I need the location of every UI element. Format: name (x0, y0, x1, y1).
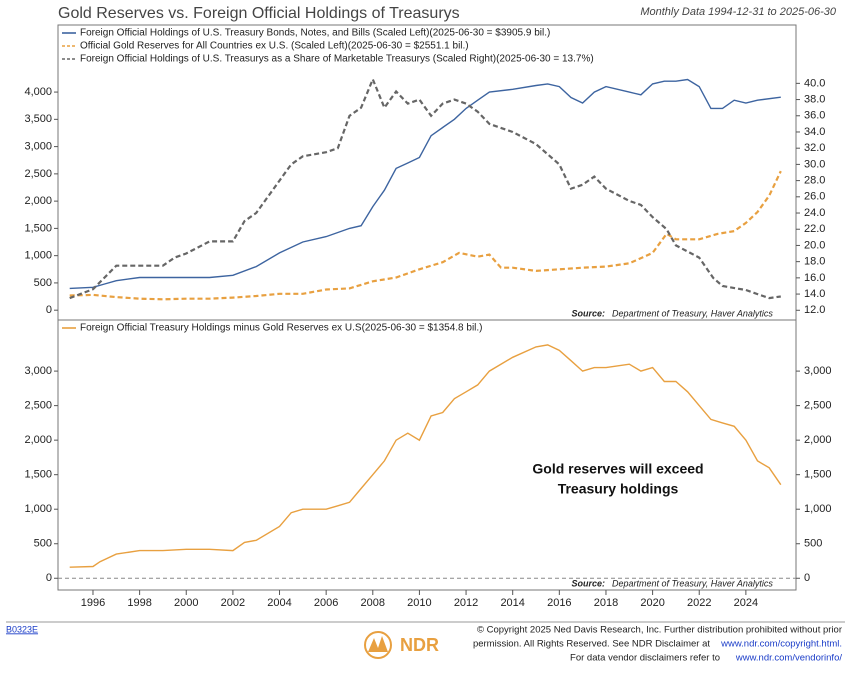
y2-tick-label: 12.0 (804, 304, 825, 316)
chart-title: Gold Reserves vs. Foreign Official Holdi… (58, 5, 460, 22)
y2-tick-label: 2,500 (804, 400, 832, 412)
vendor-line: For data vendor disclaimers refer to (570, 653, 720, 664)
y2-tick-label: 3,000 (804, 365, 832, 377)
legend-label: Official Gold Reserves for All Countries… (80, 41, 469, 52)
y2-tick-label: 28.0 (804, 175, 825, 187)
x-tick-label: 2000 (174, 597, 198, 609)
y2-tick-label: 36.0 (804, 110, 825, 122)
y2-tick-label: 18.0 (804, 256, 825, 268)
x-tick-label: 2012 (454, 597, 478, 609)
x-tick-label: 2006 (314, 597, 338, 609)
x-tick-label: 2022 (687, 597, 711, 609)
y-tick-label: 1,500 (24, 469, 52, 481)
x-tick-label: 1996 (81, 597, 105, 609)
y-tick-label: 500 (34, 538, 52, 550)
source-label: Source: (571, 308, 605, 318)
series-line (69, 344, 782, 568)
y-tick-label: 0 (46, 572, 52, 584)
x-tick-label: 1998 (127, 597, 151, 609)
x-tick-label: 2002 (221, 597, 245, 609)
series-line (69, 78, 781, 290)
y2-tick-label: 24.0 (804, 207, 825, 219)
y2-tick-label: 32.0 (804, 142, 825, 154)
y-tick-label: 2,500 (24, 168, 52, 180)
source: Department of Treasury, Haver Analytics (612, 308, 773, 318)
y2-tick-label: 0 (804, 572, 810, 584)
x-tick-label: 2024 (734, 597, 758, 609)
x-tick-label: 2008 (361, 597, 385, 609)
y-tick-label: 500 (34, 277, 52, 289)
y-tick-label: 0 (46, 304, 52, 316)
y2-tick-label: 1,500 (804, 469, 832, 481)
vendor-link[interactable]: www.ndr.com/vendorinfo/ (735, 653, 842, 664)
series-line (69, 170, 782, 301)
y2-tick-label: 30.0 (804, 158, 825, 170)
y-tick-label: 3,500 (24, 113, 52, 125)
annotation: Treasury holdings (558, 481, 679, 497)
brand: NDR (400, 635, 439, 655)
legend-label: Foreign Official Holdings of U.S. Treasu… (80, 54, 594, 65)
y2-tick-label: 20.0 (804, 239, 825, 251)
copyright-link[interactable]: www.ndr.com/copyright.html. (720, 639, 842, 650)
y-tick-label: 1,000 (24, 250, 52, 262)
y-tick-label: 2,000 (24, 195, 52, 207)
ndr-logo (364, 631, 392, 659)
y-tick-label: 3,000 (24, 141, 52, 153)
y2-tick-label: 2,000 (804, 434, 832, 446)
y2-tick-label: 14.0 (804, 288, 825, 300)
source: Department of Treasury, Haver Analytics (612, 578, 773, 588)
y-tick-label: 2,000 (24, 434, 52, 446)
x-tick-label: 2020 (640, 597, 664, 609)
series-line (69, 76, 781, 300)
source-label: Source: (571, 578, 605, 588)
x-tick-label: 2014 (500, 597, 524, 609)
y-tick-label: 1,500 (24, 222, 52, 234)
disclaimer-line: permission. All Rights Reserved. See NDR… (473, 639, 710, 650)
bottom-panel-frame (57, 319, 797, 591)
y2-tick-label: 22.0 (804, 223, 825, 235)
x-tick-label: 2016 (547, 597, 571, 609)
chart-subtitle: Monthly Data 1994-12-31 to 2025-06-30 (640, 6, 837, 18)
y-tick-label: 3,000 (24, 365, 52, 377)
y-tick-label: 1,000 (24, 503, 52, 515)
copyright-line: © Copyright 2025 Ned Davis Research, Inc… (477, 625, 842, 636)
x-tick-label: 2010 (407, 597, 431, 609)
y2-tick-label: 34.0 (804, 126, 825, 138)
y2-tick-label: 38.0 (804, 93, 825, 105)
x-tick-label: 2004 (267, 597, 291, 609)
chart-code[interactable]: B0323E (6, 624, 38, 634)
y2-tick-label: 26.0 (804, 191, 825, 203)
y2-tick-label: 16.0 (804, 272, 825, 284)
y-tick-label: 4,000 (24, 86, 52, 98)
y2-tick-label: 500 (804, 538, 822, 550)
y2-tick-label: 40.0 (804, 77, 825, 89)
legend-label: Foreign Official Treasury Holdings minus… (80, 323, 483, 334)
legend-label: Foreign Official Holdings of U.S. Treasu… (80, 28, 550, 39)
y2-tick-label: 1,000 (804, 503, 832, 515)
x-tick-label: 2018 (594, 597, 618, 609)
top-panel-frame (57, 24, 797, 321)
y-tick-label: 2,500 (24, 400, 52, 412)
annotation: Gold reserves will exceed (532, 461, 703, 477)
